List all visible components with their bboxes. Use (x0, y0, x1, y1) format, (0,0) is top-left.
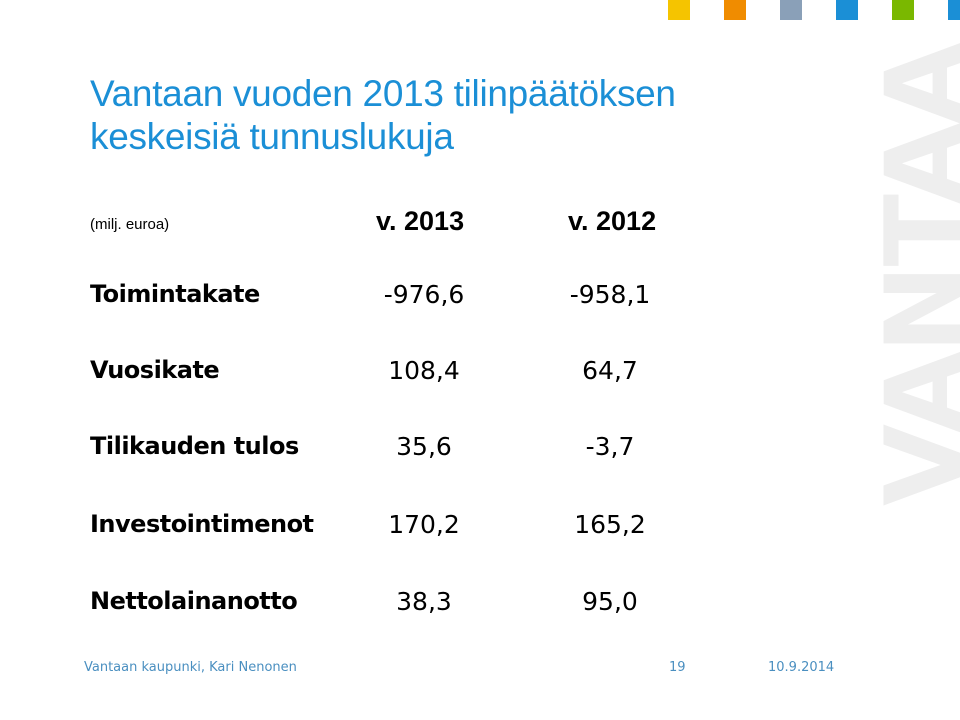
decor-square-blue-2 (948, 0, 960, 20)
value-2012-toimintakate: -958,1 (569, 280, 651, 309)
decor-square-orange (724, 0, 746, 20)
column-header-2013: v. 2013 (376, 206, 465, 236)
value-2013-tilikauden-tulos: 35,6 (396, 432, 452, 461)
value-2013-vuosikate: 108,4 (388, 356, 460, 385)
unit-label: (milj. euroa) (90, 216, 170, 233)
slide-title: Vantaan vuoden 2013 tilinpäätöksen keske… (90, 72, 676, 158)
footer-date: 10.9.2014 (768, 660, 835, 675)
footer-page-number: 19 (669, 660, 686, 675)
slide-title-line-2: keskeisiä tunnuslukuja (90, 116, 454, 157)
value-2013-investointimenot: 170,2 (388, 510, 460, 539)
row-label-vuosikate: Vuosikate (90, 356, 220, 384)
slide-title-line-1: Vantaan vuoden 2013 tilinpäätöksen (90, 73, 676, 114)
decor-square-green (892, 0, 914, 20)
decor-square-blue (836, 0, 858, 20)
row-label-nettolainanotto: Nettolainanotto (90, 587, 298, 615)
decor-square-grey (780, 0, 802, 20)
row-label-investointimenot: Investointimenot (90, 510, 314, 538)
row-label-toimintakate: Toimintakate (90, 280, 260, 308)
footer-author: Vantaan kaupunki, Kari Nenonen (84, 660, 297, 675)
value-2013-nettolainanotto: 38,3 (396, 587, 452, 616)
vantaa-brand-watermark: VANTAA (863, 44, 960, 506)
row-label-tilikauden-tulos: Tilikauden tulos (90, 432, 299, 460)
value-2012-investointimenot: 165,2 (574, 510, 646, 539)
column-header-2012: v. 2012 (568, 206, 657, 236)
decor-square-yellow (668, 0, 690, 20)
value-2012-nettolainanotto: 95,0 (582, 587, 638, 616)
value-2012-tilikauden-tulos: -3,7 (585, 432, 635, 461)
value-2012-vuosikate: 64,7 (582, 356, 638, 385)
value-2013-toimintakate: -976,6 (383, 280, 465, 309)
